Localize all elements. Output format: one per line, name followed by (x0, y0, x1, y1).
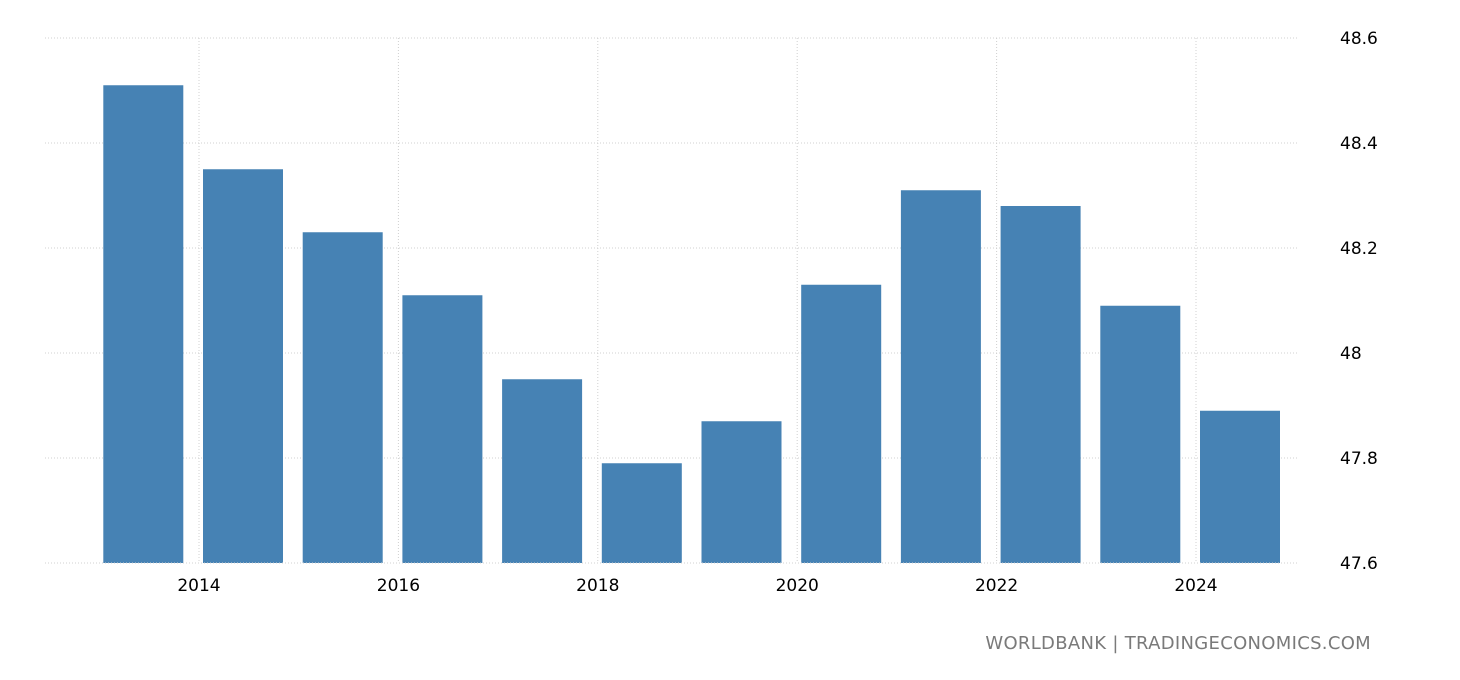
x-tick-label: 2024 (1174, 576, 1217, 596)
y-tick-label: 48.2 (1340, 239, 1378, 259)
bar-2019 (701, 421, 782, 563)
x-tick-label: 2020 (776, 576, 819, 596)
y-tick-label: 48.4 (1340, 134, 1378, 154)
bar-2013 (103, 85, 184, 563)
y-tick-label: 47.8 (1340, 449, 1378, 469)
bar-2014 (203, 169, 283, 563)
bar-2021 (900, 190, 981, 563)
x-tick-label: 2014 (177, 576, 220, 596)
bar-2020 (801, 284, 882, 563)
bar-2016 (402, 295, 483, 563)
bar-2023 (1100, 305, 1181, 563)
source-credit: WORLDBANK | TRADINGECONOMICS.COM (985, 633, 1371, 654)
bar-2017 (502, 379, 583, 563)
y-tick-label: 48 (1340, 344, 1362, 364)
bar-2018 (601, 463, 682, 563)
bar-2015 (302, 232, 383, 563)
x-tick-label: 2022 (975, 576, 1018, 596)
x-tick-label: 2016 (377, 576, 420, 596)
y-tick-label: 47.6 (1340, 554, 1378, 574)
bar-2022 (1000, 206, 1081, 563)
y-tick-label: 48.6 (1340, 29, 1378, 49)
x-tick-label: 2018 (576, 576, 619, 596)
bar-2024 (1200, 410, 1280, 563)
